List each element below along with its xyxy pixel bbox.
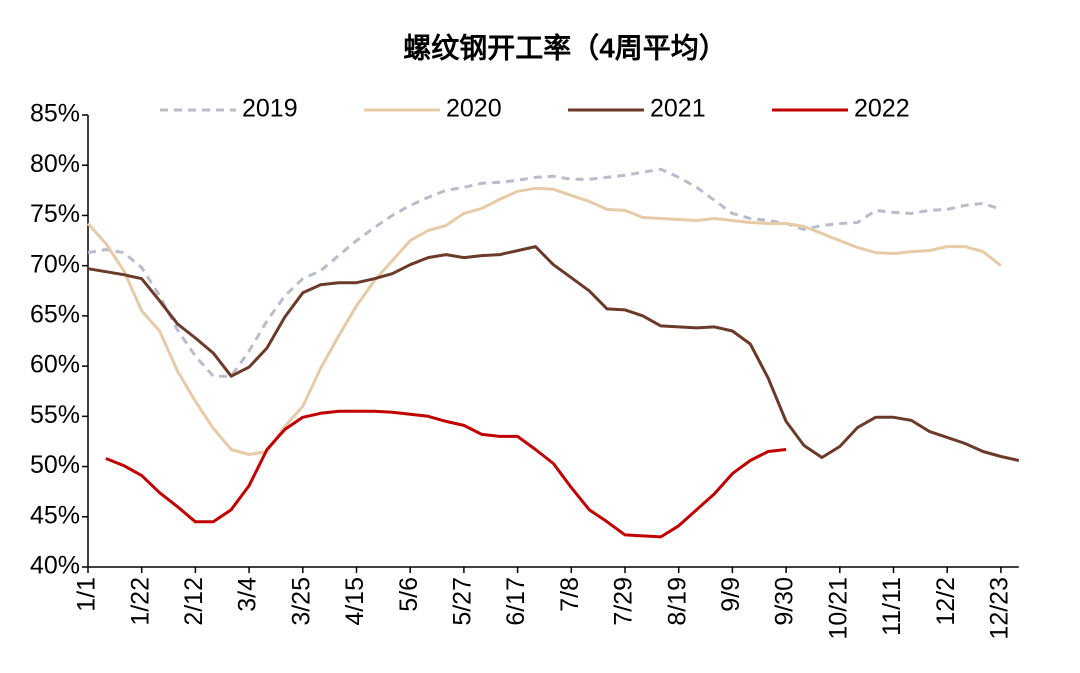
x-tick-label: 9/30 bbox=[771, 577, 799, 626]
legend-label: 2022 bbox=[854, 95, 910, 123]
x-tick-label: 7/8 bbox=[556, 577, 584, 612]
x-tick-label: 2/12 bbox=[180, 577, 208, 626]
series-line bbox=[87, 245, 1020, 462]
x-tick-label: 1/1 bbox=[73, 577, 101, 612]
x-tick-label: 6/17 bbox=[502, 577, 530, 626]
x-tick-label: 5/6 bbox=[395, 577, 423, 612]
x-tick-label: 12/2 bbox=[932, 577, 960, 626]
y-tick-label: 70% bbox=[30, 250, 80, 278]
x-tick-label: 5/27 bbox=[449, 577, 477, 626]
y-tick-label: 55% bbox=[30, 401, 80, 429]
x-tick-label: 8/19 bbox=[663, 577, 691, 626]
y-tick-label: 75% bbox=[30, 200, 80, 228]
series-line bbox=[105, 409, 787, 539]
series-line bbox=[86, 186, 1002, 456]
legend-label: 2020 bbox=[446, 95, 502, 123]
x-tick-label: 4/15 bbox=[341, 577, 369, 626]
x-tick-label: 10/21 bbox=[824, 577, 852, 640]
x-tick-label: 7/29 bbox=[610, 577, 638, 626]
legend-label: 2019 bbox=[242, 95, 298, 123]
y-tick-label: 40% bbox=[30, 552, 80, 580]
legend-label: 2021 bbox=[650, 95, 706, 123]
x-tick-label: 9/9 bbox=[717, 577, 745, 612]
y-tick-label: 60% bbox=[30, 351, 80, 379]
x-tick-label: 3/4 bbox=[234, 577, 262, 612]
y-tick-label: 45% bbox=[30, 501, 80, 529]
y-tick-label: 65% bbox=[30, 300, 80, 328]
y-tick-label: 80% bbox=[30, 150, 80, 178]
y-tick-label: 85% bbox=[30, 100, 80, 128]
x-tick-label: 11/11 bbox=[878, 577, 906, 636]
x-tick-label: 3/25 bbox=[287, 577, 315, 626]
series-line bbox=[87, 167, 1002, 378]
y-tick-label: 50% bbox=[30, 451, 80, 479]
x-tick-label: 1/22 bbox=[126, 577, 154, 626]
chart-title: 螺纹钢开工率（4周平均） bbox=[403, 31, 727, 63]
x-tick-label: 12/23 bbox=[986, 577, 1014, 640]
